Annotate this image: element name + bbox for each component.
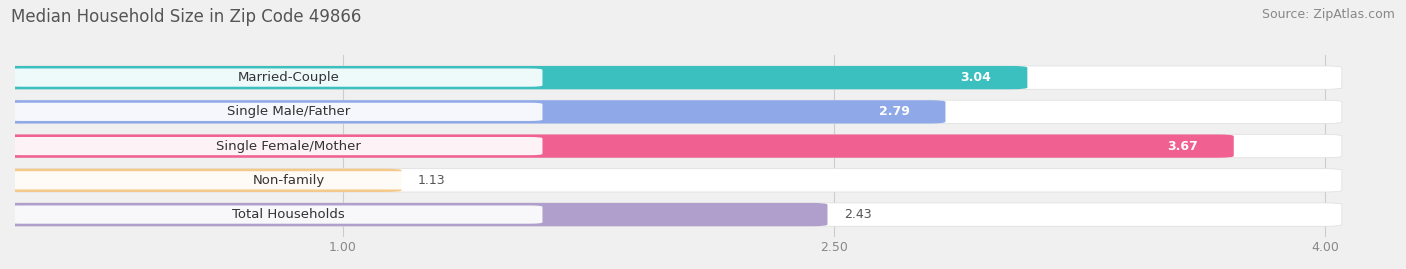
Text: 3.04: 3.04 xyxy=(960,71,991,84)
Text: 2.79: 2.79 xyxy=(879,105,910,118)
FancyBboxPatch shape xyxy=(0,203,1341,226)
FancyBboxPatch shape xyxy=(0,66,1341,89)
FancyBboxPatch shape xyxy=(0,134,1233,158)
FancyBboxPatch shape xyxy=(0,100,945,123)
FancyBboxPatch shape xyxy=(8,69,543,87)
Text: Married-Couple: Married-Couple xyxy=(238,71,339,84)
FancyBboxPatch shape xyxy=(0,169,1341,192)
FancyBboxPatch shape xyxy=(0,134,1341,158)
FancyBboxPatch shape xyxy=(8,137,543,155)
FancyBboxPatch shape xyxy=(0,169,402,192)
FancyBboxPatch shape xyxy=(8,103,543,121)
Text: Single Female/Mother: Single Female/Mother xyxy=(217,140,361,153)
FancyBboxPatch shape xyxy=(8,171,543,189)
Text: 1.13: 1.13 xyxy=(418,174,446,187)
Text: Median Household Size in Zip Code 49866: Median Household Size in Zip Code 49866 xyxy=(11,8,361,26)
Text: 2.43: 2.43 xyxy=(844,208,872,221)
FancyBboxPatch shape xyxy=(8,206,543,224)
Text: Source: ZipAtlas.com: Source: ZipAtlas.com xyxy=(1261,8,1395,21)
FancyBboxPatch shape xyxy=(0,66,1028,89)
Text: Single Male/Father: Single Male/Father xyxy=(226,105,350,118)
Text: 3.67: 3.67 xyxy=(1167,140,1198,153)
Text: Non-family: Non-family xyxy=(253,174,325,187)
FancyBboxPatch shape xyxy=(0,203,828,226)
FancyBboxPatch shape xyxy=(0,100,1341,123)
Text: Total Households: Total Households xyxy=(232,208,344,221)
